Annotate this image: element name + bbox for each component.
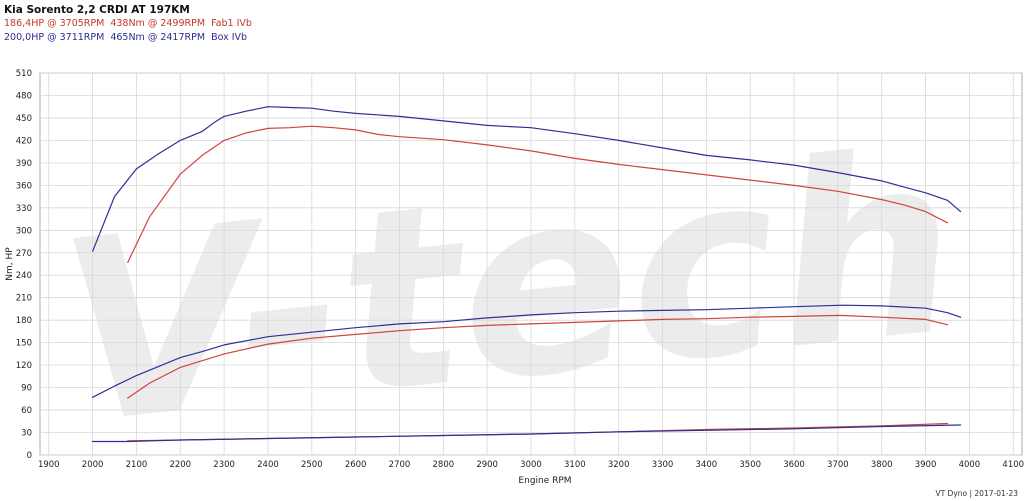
y-tick-label: 210 xyxy=(16,294,32,304)
y-tick-label: 30 xyxy=(21,429,32,439)
y-tick-label: 60 xyxy=(21,406,32,416)
x-tick-label: 3100 xyxy=(564,460,586,470)
x-tick-label: 3000 xyxy=(520,460,542,470)
x-tick-label: 2500 xyxy=(301,460,323,470)
series-line-loss-tuned xyxy=(92,424,962,443)
legend-run-stock: 186,4HP @ 3705RPM 438Nm @ 2499RPM Fab1 IVb xyxy=(4,17,252,31)
series-line-power-stock xyxy=(127,314,949,399)
y-tick-label: 180 xyxy=(16,316,32,326)
x-tick-label: 4000 xyxy=(959,460,981,470)
x-tick-label: 2600 xyxy=(345,460,367,470)
x-tick-label: 2700 xyxy=(389,460,411,470)
x-tick-label: 3200 xyxy=(608,460,630,470)
y-tick-label: 0 xyxy=(27,451,32,461)
x-tick-label: 2000 xyxy=(82,460,104,470)
x-tick-label: 2800 xyxy=(433,460,455,470)
y-axis-label: Nm, HP xyxy=(5,247,15,281)
legend-tuned-hp: 200,0HP @ 3711RPM xyxy=(4,32,105,43)
legend-stock-label: Fab1 IVb xyxy=(211,18,252,29)
y-tick-label: 240 xyxy=(16,271,32,281)
series-line-torque-tuned xyxy=(92,106,962,252)
y-tick-label: 390 xyxy=(16,159,32,169)
y-tick-label: 360 xyxy=(16,181,32,191)
y-tick-label: 150 xyxy=(16,339,32,349)
legend-tuned-nm: 465Nm @ 2417RPM xyxy=(110,32,206,43)
x-tick-label: 2100 xyxy=(126,460,148,470)
y-tick-label: 120 xyxy=(16,361,32,371)
x-tick-label: 3600 xyxy=(783,460,805,470)
x-tick-label: 3300 xyxy=(652,460,674,470)
y-tick-label: 90 xyxy=(21,384,32,394)
x-tick-label: 3400 xyxy=(696,460,718,470)
x-tick-label: 1900 xyxy=(38,460,60,470)
y-tick-label: 420 xyxy=(16,136,32,146)
legend-tuned-label: Box IVb xyxy=(211,32,248,43)
series-line-power-tuned xyxy=(92,304,962,398)
y-tick-label: 510 xyxy=(16,69,32,79)
x-tick-label: 2200 xyxy=(169,460,191,470)
x-tick-label: 3800 xyxy=(871,460,893,470)
x-tick-label: 3700 xyxy=(827,460,849,470)
x-axis-label: Engine RPM xyxy=(518,476,571,486)
legend-run-tuned: 200,0HP @ 3711RPM 465Nm @ 2417RPM Box IVb xyxy=(4,31,252,45)
legend-stock-nm: 438Nm @ 2499RPM xyxy=(110,18,206,29)
chart-title: Kia Sorento 2,2 CRDI AT 197KM xyxy=(4,4,190,16)
legend-stock-hp: 186,4HP @ 3705RPM xyxy=(4,18,105,29)
x-tick-label: 3500 xyxy=(739,460,761,470)
footer-credit: VT Dyno | 2017-01-23 xyxy=(935,489,1018,498)
x-tick-label: 2400 xyxy=(257,460,279,470)
x-tick-label: 4100 xyxy=(1002,460,1024,470)
series-line-torque-stock xyxy=(127,125,949,264)
y-tick-label: 270 xyxy=(16,249,32,259)
y-tick-label: 480 xyxy=(16,91,32,101)
chart-legend: Kia Sorento 2,2 CRDI AT 197KM 186,4HP @ … xyxy=(4,3,252,45)
x-tick-label: 2300 xyxy=(213,460,235,470)
watermark-logo: V-tech xyxy=(49,97,969,480)
y-tick-label: 330 xyxy=(16,204,32,214)
y-tick-label: 300 xyxy=(16,226,32,236)
x-tick-label: 2900 xyxy=(476,460,498,470)
x-tick-label: 3900 xyxy=(915,460,937,470)
y-tick-label: 450 xyxy=(16,114,32,124)
